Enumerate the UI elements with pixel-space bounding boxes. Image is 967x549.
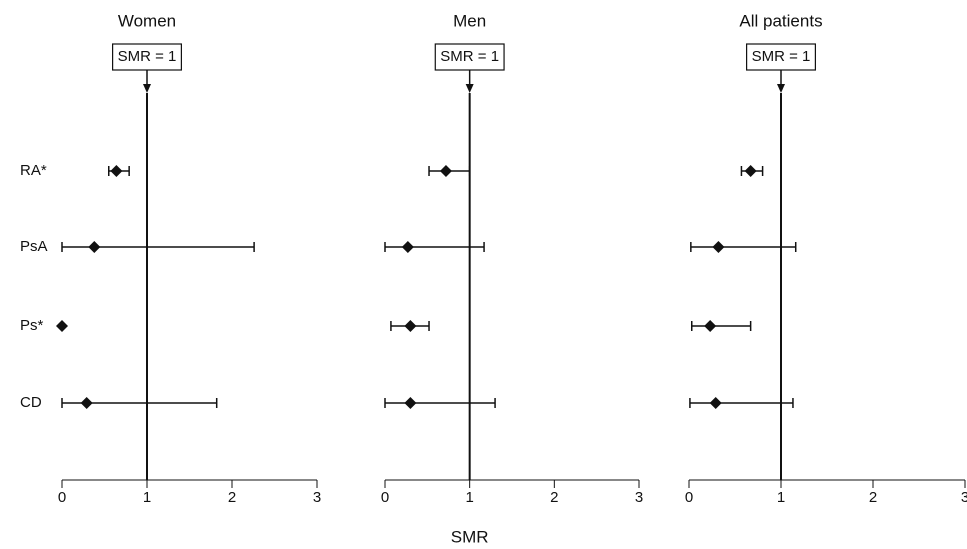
x-tick-label: 2	[869, 489, 877, 506]
x-tick-label: 2	[550, 489, 558, 506]
category-label: RA*	[20, 162, 47, 179]
point-estimate	[712, 241, 725, 253]
x-tick-label: 3	[635, 489, 643, 506]
point-estimate	[401, 241, 414, 253]
point-estimate	[404, 397, 417, 409]
x-axis-label: SMR	[451, 527, 489, 546]
panel-title: Women	[118, 11, 176, 30]
reference-annotation: SMR = 1	[752, 48, 811, 65]
x-tick-label: 1	[143, 489, 151, 506]
point-estimate	[80, 397, 93, 409]
point-estimate	[439, 165, 452, 177]
x-tick-label: 2	[228, 489, 236, 506]
category-label: PsA	[20, 238, 48, 255]
x-tick-label: 1	[777, 489, 785, 506]
reference-annotation: SMR = 1	[118, 48, 177, 65]
reference-arrow-head	[465, 84, 474, 93]
panel-title: Men	[453, 11, 486, 30]
point-estimate	[110, 165, 123, 177]
point-estimate	[88, 241, 101, 253]
reference-arrow-head	[143, 84, 151, 93]
reference-annotation: SMR = 1	[440, 48, 499, 65]
annotation-box	[746, 43, 816, 71]
x-tick-label: 0	[58, 489, 66, 506]
x-tick-label: 3	[313, 489, 321, 506]
point-estimate	[704, 320, 717, 332]
category-label: Ps*	[20, 317, 44, 334]
point-estimate	[744, 165, 757, 177]
annotation-box	[112, 43, 182, 71]
panel-title: All patients	[739, 11, 822, 30]
point-estimate	[404, 320, 417, 332]
annotation-box	[434, 43, 505, 71]
reference-arrow-head	[777, 84, 785, 93]
category-label: CD	[20, 394, 42, 411]
point-estimate	[709, 397, 722, 409]
x-tick-label: 1	[465, 489, 473, 506]
x-tick-label: 0	[381, 489, 389, 506]
point-estimate	[56, 320, 68, 332]
x-tick-label: 3	[961, 489, 967, 506]
x-tick-label: 0	[685, 489, 693, 506]
